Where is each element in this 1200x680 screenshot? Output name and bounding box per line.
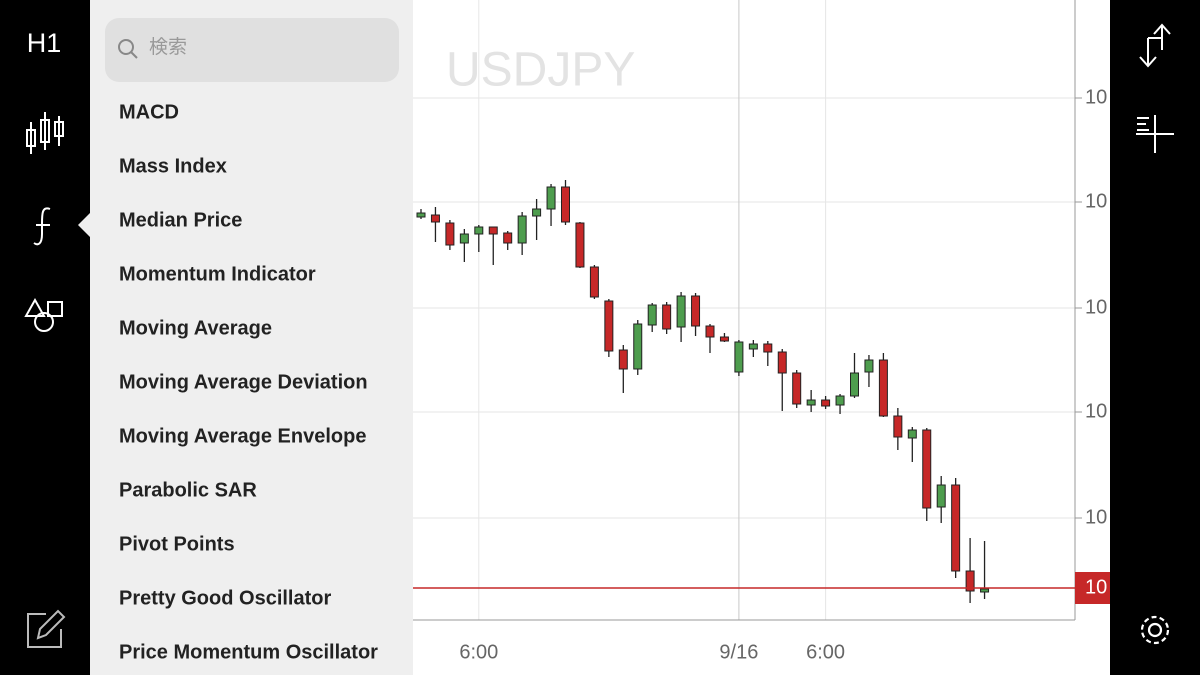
candle-body — [474, 226, 484, 235]
menu-item[interactable]: Price Momentum Oscillator — [119, 641, 378, 663]
search-placeholder: 検索 — [149, 36, 187, 58]
chart-type-icon[interactable] — [26, 112, 64, 154]
search-box[interactable] — [105, 18, 399, 82]
x-tick-label: 6:00 — [459, 641, 498, 663]
candle-body — [719, 336, 729, 342]
menu-item[interactable]: Pivot Points — [119, 533, 235, 555]
candle-body — [806, 399, 816, 406]
candle-body — [633, 323, 643, 370]
search-icon — [118, 39, 134, 55]
timeframe-button[interactable]: H1 — [27, 28, 62, 58]
right-toolbar — [1110, 0, 1200, 675]
menu: MACD Mass Index Median Price Momentum Indic… — [119, 101, 378, 663]
y-tick-label: 10 — [1085, 190, 1107, 212]
candle-body — [604, 300, 614, 352]
candle-body — [488, 226, 498, 235]
candle-body — [748, 343, 758, 350]
candle-body — [777, 351, 787, 374]
x-tick-label: 9/16 — [719, 641, 758, 663]
menu-item[interactable]: Momentum Indicator — [119, 263, 316, 285]
candle-body — [445, 222, 455, 246]
menu-item[interactable]: Moving Average Deviation — [119, 371, 368, 393]
crosshair-icon[interactable] — [1136, 115, 1174, 153]
candle-body — [734, 341, 744, 373]
indicator-icon[interactable] — [33, 207, 51, 246]
indicator-panel — [90, 0, 413, 675]
candle-body — [936, 484, 946, 508]
candle-body — [647, 304, 657, 326]
menu-item[interactable]: Median Price — [119, 209, 242, 231]
candle-body — [864, 359, 874, 373]
candle-body — [662, 304, 672, 330]
candle-body — [416, 212, 426, 218]
candle-body — [459, 233, 469, 244]
menu-item[interactable]: Mass Index — [119, 155, 227, 177]
candle-body — [821, 399, 831, 407]
current-price-label: 10 — [1085, 576, 1107, 598]
chart-title: USDJPY — [446, 44, 635, 97]
candle-body — [980, 588, 990, 593]
menu-item[interactable]: Pretty Good Oscillator — [119, 587, 331, 609]
y-tick-label: 10 — [1085, 400, 1107, 422]
y-tick-label: 10 — [1085, 506, 1107, 528]
current-price-box — [1075, 572, 1115, 604]
candle-body — [763, 343, 773, 353]
candle-body — [618, 349, 628, 370]
candle-body — [546, 186, 556, 210]
candle-body — [575, 222, 585, 268]
candle-body — [792, 372, 802, 405]
candle-body — [517, 215, 527, 244]
candle-body — [850, 372, 859, 397]
candle-body — [561, 186, 570, 223]
candle-body — [965, 570, 975, 592]
panel-pointer — [78, 213, 90, 237]
left-toolbar — [0, 0, 90, 675]
candle-body — [893, 415, 903, 438]
candle-body — [430, 214, 440, 223]
x-tick-label: 6:00 — [806, 641, 845, 663]
edit-icon[interactable] — [27, 609, 66, 648]
drawing-tools-icon[interactable] — [24, 297, 63, 332]
swap-icon[interactable] — [1139, 23, 1171, 68]
candle-body — [676, 295, 686, 328]
candle-body — [503, 232, 513, 244]
menu-item[interactable]: Moving Average Envelope — [119, 425, 366, 447]
candle-body — [532, 208, 542, 217]
search-icon — [130, 51, 138, 59]
candle-body — [922, 429, 932, 509]
candle-body — [691, 295, 701, 327]
menu-item[interactable]: Moving Average — [119, 317, 272, 339]
settings-icon[interactable] — [1140, 615, 1170, 645]
y-tick-label: 10 — [1085, 296, 1107, 318]
candle-body — [907, 429, 917, 439]
y-tick-label: 10 — [1085, 86, 1107, 108]
candle-body — [589, 266, 599, 298]
menu-item[interactable]: Parabolic SAR — [119, 479, 257, 501]
candle-body — [951, 484, 961, 572]
candle-body — [705, 325, 715, 338]
candle-body — [835, 395, 845, 406]
chart: USDJPY 10 10 10 10 10 6:00 9/16 6:00 10 — [413, 0, 1115, 663]
menu-item[interactable]: MACD — [119, 101, 179, 123]
candle-body — [878, 359, 888, 417]
